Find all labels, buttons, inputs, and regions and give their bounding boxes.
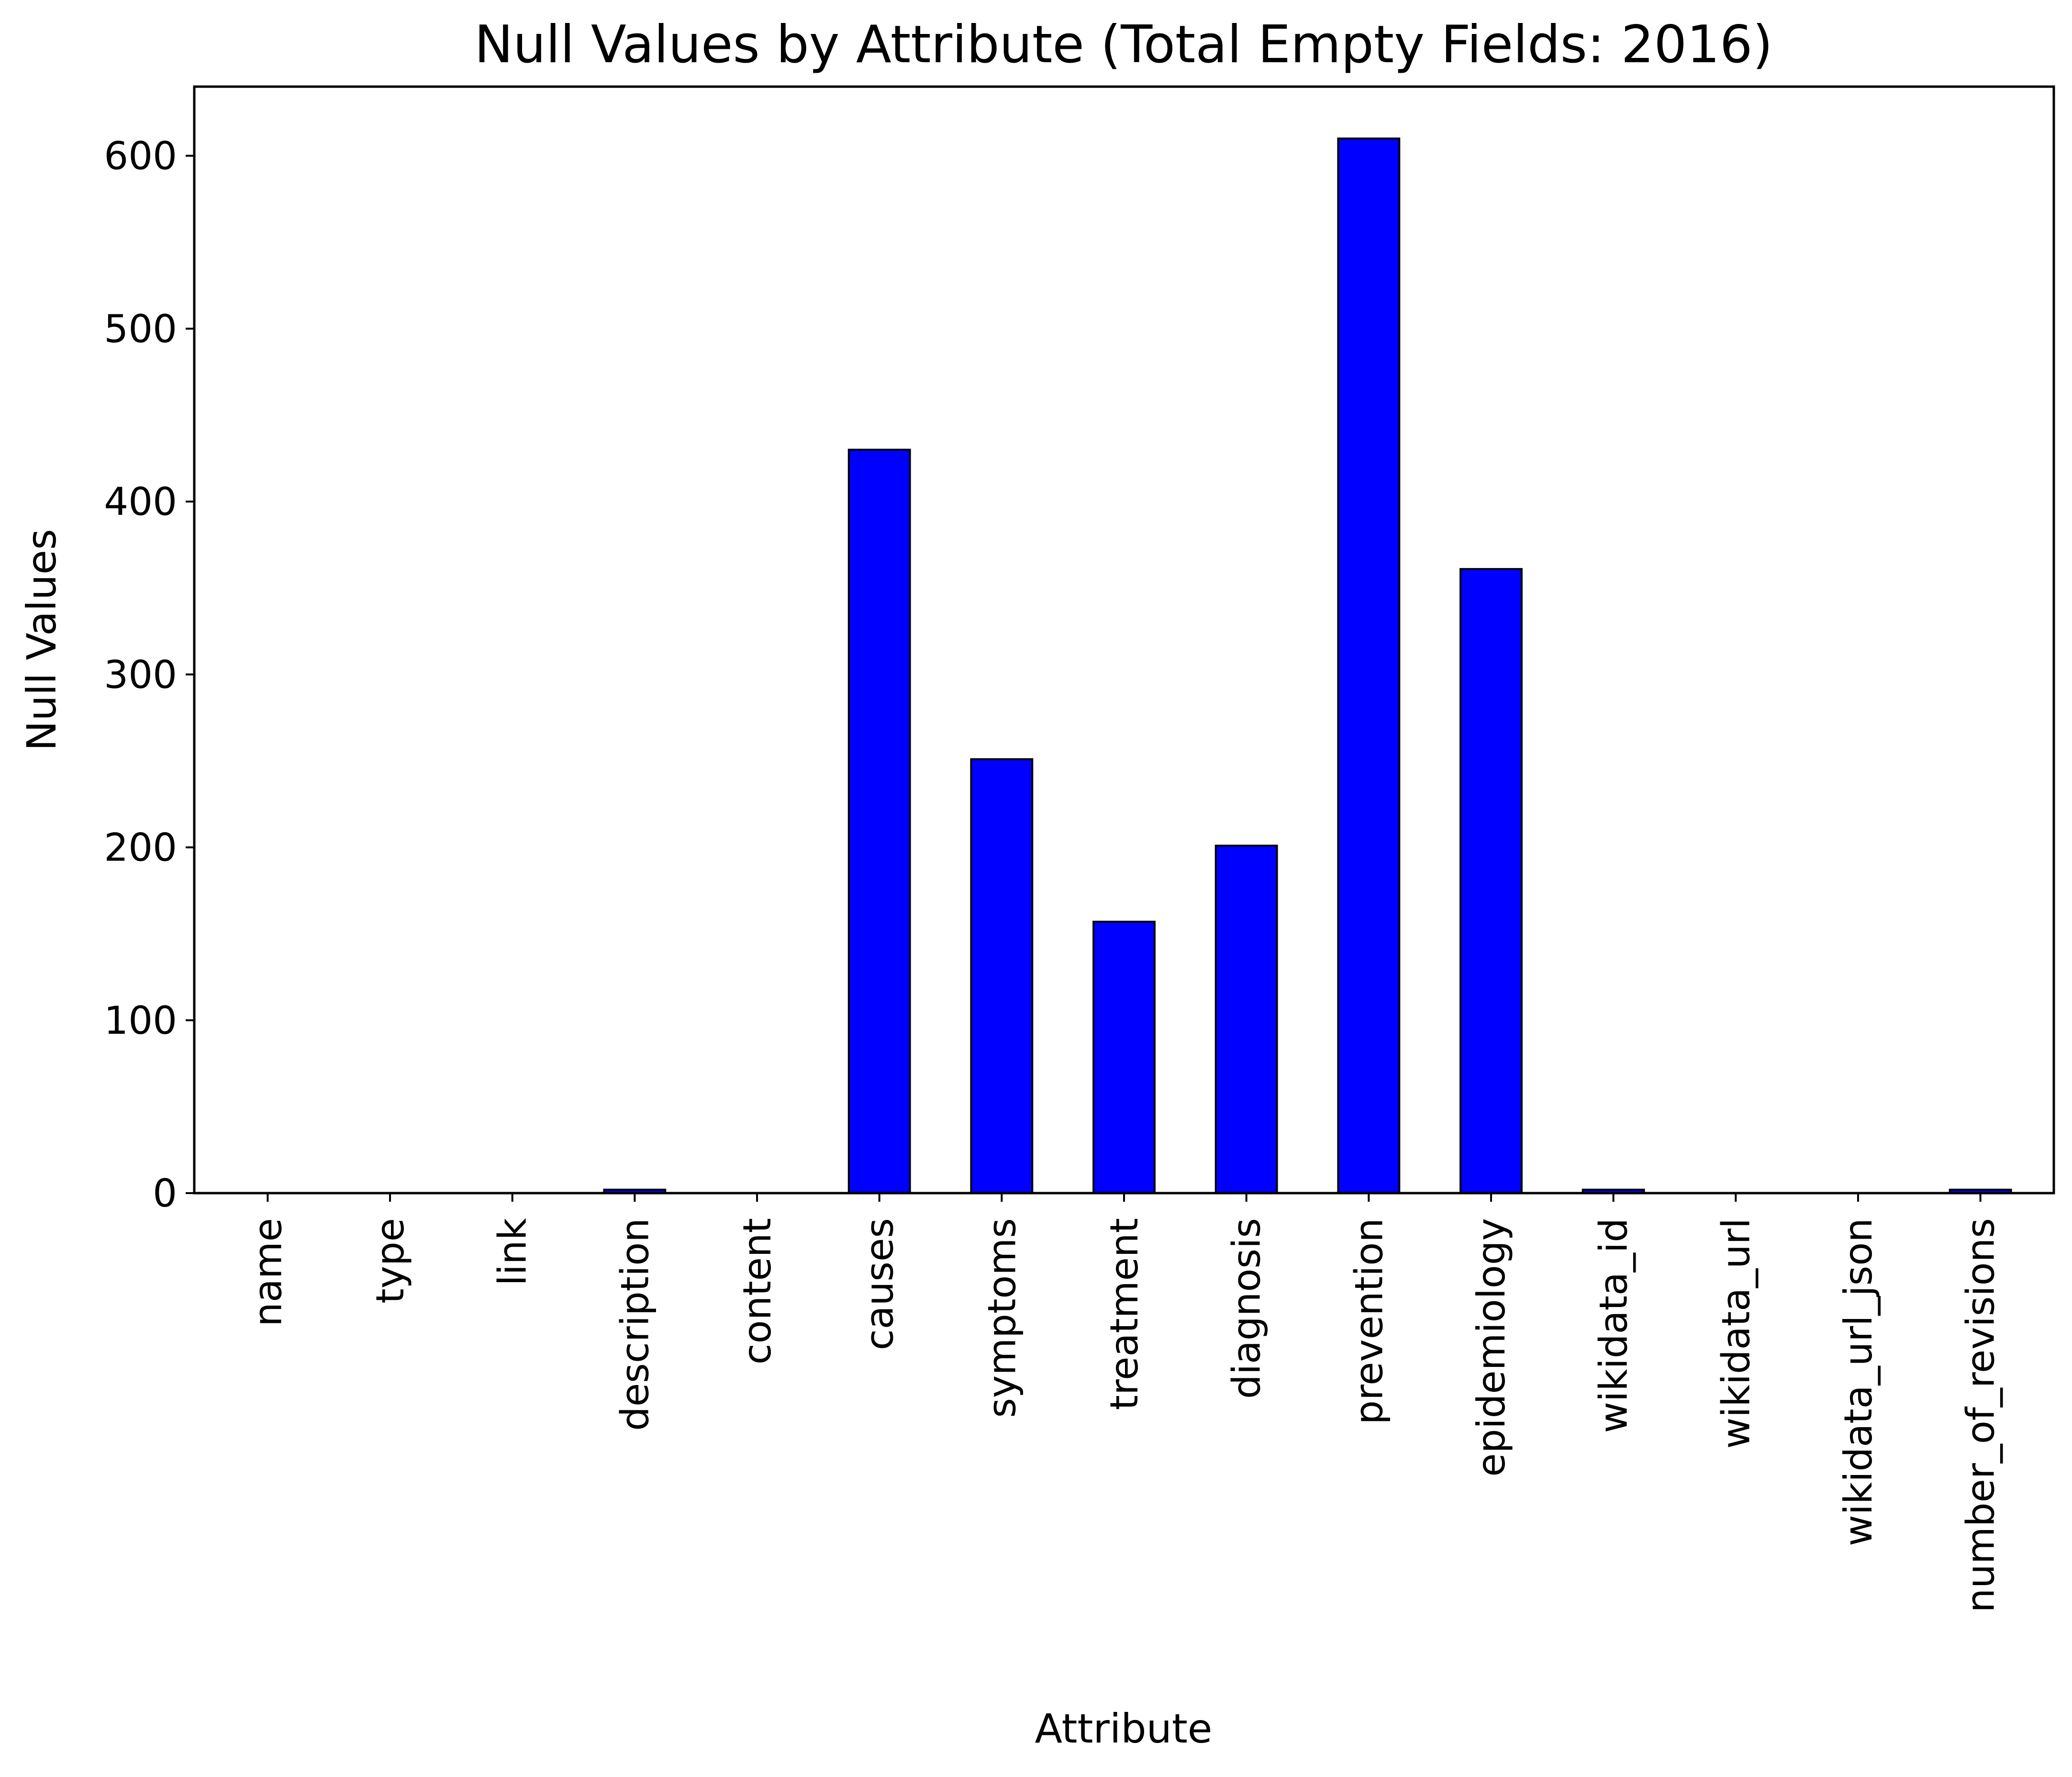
bar-treatment <box>1092 920 1156 1194</box>
y-tick-label: 200 <box>104 826 177 870</box>
bars-layer <box>603 137 2012 1194</box>
chart-title: Null Values by Attribute (Total Empty Fi… <box>474 15 1772 75</box>
x-tick-label: description <box>613 1218 657 1431</box>
bar-epidemiology <box>1459 568 1523 1194</box>
x-tick-label: type <box>368 1218 412 1304</box>
bar-symptoms <box>970 758 1034 1194</box>
x-tick-label: symptoms <box>980 1218 1024 1418</box>
x-tick-label: wikidata_url_json <box>1836 1218 1881 1546</box>
y-axis-label: Null Values <box>18 529 65 751</box>
x-tick-label: epidemiology <box>1469 1218 1514 1477</box>
bar-prevention <box>1337 137 1401 1194</box>
x-tick-label: wikidata_url <box>1714 1218 1758 1449</box>
x-tick-label: wikidata_id <box>1592 1218 1636 1433</box>
y-tick-label: 500 <box>104 307 177 351</box>
x-tick-label: link <box>490 1218 535 1285</box>
y-tick-label: 400 <box>104 480 177 524</box>
bar-causes <box>847 448 911 1194</box>
y-tick-label: 600 <box>104 134 177 179</box>
bar-diagnosis <box>1214 844 1278 1194</box>
x-tick-label: name <box>245 1218 290 1327</box>
y-tick-label: 300 <box>104 652 177 697</box>
y-axis: 0 100 200 300 400 500 600 <box>104 134 194 1216</box>
x-tick-label: content <box>735 1218 780 1364</box>
x-tick-label: treatment <box>1102 1218 1147 1410</box>
y-tick-label: 0 <box>153 1171 177 1216</box>
x-axis-label: Attribute <box>1035 1705 1213 1752</box>
y-tick-label: 100 <box>104 998 177 1043</box>
x-axis: name type link description content causes symp… <box>245 1193 2003 1613</box>
x-tick-label: diagnosis <box>1225 1218 1269 1399</box>
x-tick-label: number_of_revisions <box>1959 1218 2003 1613</box>
x-tick-label: causes <box>858 1218 902 1350</box>
x-tick-label: prevention <box>1347 1218 1391 1425</box>
